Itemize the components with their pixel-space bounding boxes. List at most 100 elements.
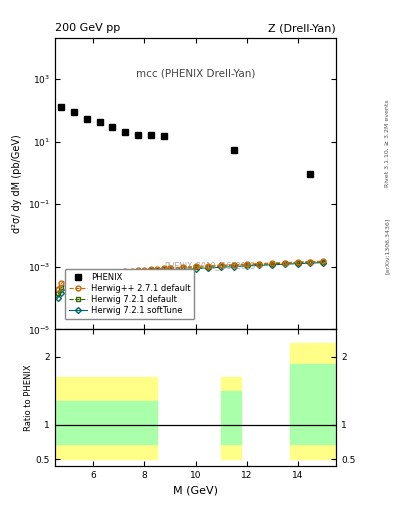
Herwig 7.2.1 default: [308, 259, 313, 265]
Herwig 7.2.1 default: [193, 264, 198, 270]
Herwig 7.2.1 softTune: [136, 270, 140, 276]
Herwig 7.2.1 default: [155, 267, 160, 273]
Herwig++ 2.7.1 default: [65, 275, 70, 282]
Herwig++ 2.7.1 default: [59, 280, 64, 286]
Herwig 7.2.1 default: [65, 280, 70, 286]
Herwig++ 2.7.1 default: [78, 272, 83, 279]
Herwig 7.2.1 softTune: [180, 267, 185, 273]
Herwig++ 2.7.1 default: [91, 271, 96, 277]
Herwig 7.2.1 default: [321, 259, 326, 265]
Text: mᴄᴄ (PHENIX Drell-Yan): mᴄᴄ (PHENIX Drell-Yan): [136, 68, 255, 78]
Herwig 7.2.1 default: [72, 277, 77, 283]
X-axis label: M (GeV): M (GeV): [173, 485, 218, 495]
Text: [arXiv:1306.3436]: [arXiv:1306.3436]: [385, 218, 389, 274]
Herwig++ 2.7.1 default: [84, 272, 89, 278]
Y-axis label: d²σ/ dy dM (pb/GeV): d²σ/ dy dM (pb/GeV): [12, 135, 22, 233]
Herwig 7.2.1 softTune: [244, 263, 249, 269]
PHENIX: [136, 132, 140, 138]
PHENIX: [231, 147, 236, 153]
Herwig++ 2.7.1 default: [219, 262, 223, 268]
Herwig 7.2.1 softTune: [321, 260, 326, 266]
Herwig++ 2.7.1 default: [155, 266, 160, 272]
Herwig++ 2.7.1 default: [283, 260, 287, 266]
Herwig++ 2.7.1 default: [231, 262, 236, 268]
Herwig 7.2.1 softTune: [59, 290, 64, 296]
Herwig++ 2.7.1 default: [110, 269, 115, 275]
PHENIX: [149, 132, 153, 138]
Herwig 7.2.1 default: [129, 269, 134, 275]
Herwig 7.2.1 default: [168, 266, 173, 272]
Herwig 7.2.1 softTune: [270, 262, 275, 268]
Herwig++ 2.7.1 default: [257, 261, 262, 267]
Herwig 7.2.1 softTune: [123, 272, 128, 278]
Herwig 7.2.1 default: [142, 268, 147, 274]
Line: Herwig 7.2.1 softTune: Herwig 7.2.1 softTune: [55, 261, 325, 300]
Herwig++ 2.7.1 default: [161, 265, 166, 271]
Herwig 7.2.1 default: [206, 264, 211, 270]
Herwig 7.2.1 softTune: [55, 295, 60, 301]
Herwig 7.2.1 default: [149, 267, 153, 273]
PHENIX: [97, 119, 102, 125]
PHENIX: [59, 104, 64, 110]
Herwig 7.2.1 softTune: [84, 277, 89, 283]
Herwig 7.2.1 softTune: [206, 265, 211, 271]
Herwig 7.2.1 default: [244, 262, 249, 268]
Herwig 7.2.1 softTune: [142, 270, 147, 276]
Herwig++ 2.7.1 default: [136, 267, 140, 273]
Herwig++ 2.7.1 default: [55, 286, 60, 292]
Herwig++ 2.7.1 default: [244, 261, 249, 267]
Herwig 7.2.1 softTune: [257, 262, 262, 268]
Herwig++ 2.7.1 default: [180, 264, 185, 270]
PHENIX: [84, 116, 89, 122]
Herwig 7.2.1 default: [231, 262, 236, 268]
Herwig 7.2.1 softTune: [65, 284, 70, 290]
Herwig++ 2.7.1 default: [149, 266, 153, 272]
Herwig 7.2.1 softTune: [219, 264, 223, 270]
Herwig++ 2.7.1 default: [270, 260, 275, 266]
Herwig++ 2.7.1 default: [168, 265, 173, 271]
Line: PHENIX: PHENIX: [58, 104, 314, 178]
Herwig 7.2.1 default: [136, 268, 140, 274]
Herwig 7.2.1 default: [270, 261, 275, 267]
Herwig 7.2.1 softTune: [104, 274, 108, 280]
Line: Herwig++ 2.7.1 default: Herwig++ 2.7.1 default: [55, 259, 326, 291]
PHENIX: [123, 129, 128, 135]
Herwig 7.2.1 default: [257, 261, 262, 267]
Line: Herwig 7.2.1 default: Herwig 7.2.1 default: [55, 259, 326, 295]
Herwig 7.2.1 default: [116, 270, 121, 276]
PHENIX: [308, 172, 313, 178]
Herwig 7.2.1 softTune: [129, 271, 134, 277]
Herwig 7.2.1 softTune: [91, 276, 96, 282]
Y-axis label: Ratio to PHENIX: Ratio to PHENIX: [24, 365, 33, 431]
Herwig 7.2.1 softTune: [78, 279, 83, 285]
Text: 200 GeV pp: 200 GeV pp: [55, 23, 120, 33]
Herwig++ 2.7.1 default: [142, 267, 147, 273]
Herwig++ 2.7.1 default: [296, 259, 300, 265]
Text: PHENIX_2019_I1672015: PHENIX_2019_I1672015: [164, 261, 255, 270]
Legend: PHENIX, Herwig++ 2.7.1 default, Herwig 7.2.1 default, Herwig 7.2.1 softTune: PHENIX, Herwig++ 2.7.1 default, Herwig 7…: [65, 269, 195, 319]
Text: Rivet 3.1.10, ≥ 3.2M events: Rivet 3.1.10, ≥ 3.2M events: [385, 99, 389, 187]
Herwig++ 2.7.1 default: [129, 268, 134, 274]
Herwig 7.2.1 softTune: [296, 261, 300, 267]
PHENIX: [72, 109, 77, 115]
Herwig++ 2.7.1 default: [116, 269, 121, 275]
Herwig 7.2.1 default: [78, 275, 83, 282]
Herwig 7.2.1 default: [97, 272, 102, 279]
Herwig 7.2.1 softTune: [308, 260, 313, 266]
Herwig++ 2.7.1 default: [123, 268, 128, 274]
Herwig 7.2.1 default: [110, 271, 115, 277]
Herwig++ 2.7.1 default: [72, 273, 77, 280]
Herwig++ 2.7.1 default: [308, 259, 313, 265]
Herwig 7.2.1 default: [161, 266, 166, 272]
Herwig 7.2.1 default: [84, 274, 89, 280]
Herwig 7.2.1 default: [59, 284, 64, 290]
PHENIX: [110, 124, 115, 130]
Herwig++ 2.7.1 default: [97, 270, 102, 276]
Herwig 7.2.1 softTune: [168, 267, 173, 273]
Herwig 7.2.1 default: [296, 260, 300, 266]
Herwig 7.2.1 default: [180, 265, 185, 271]
Herwig 7.2.1 softTune: [231, 264, 236, 270]
Herwig 7.2.1 default: [91, 273, 96, 280]
PHENIX: [161, 133, 166, 139]
Herwig 7.2.1 softTune: [193, 266, 198, 272]
